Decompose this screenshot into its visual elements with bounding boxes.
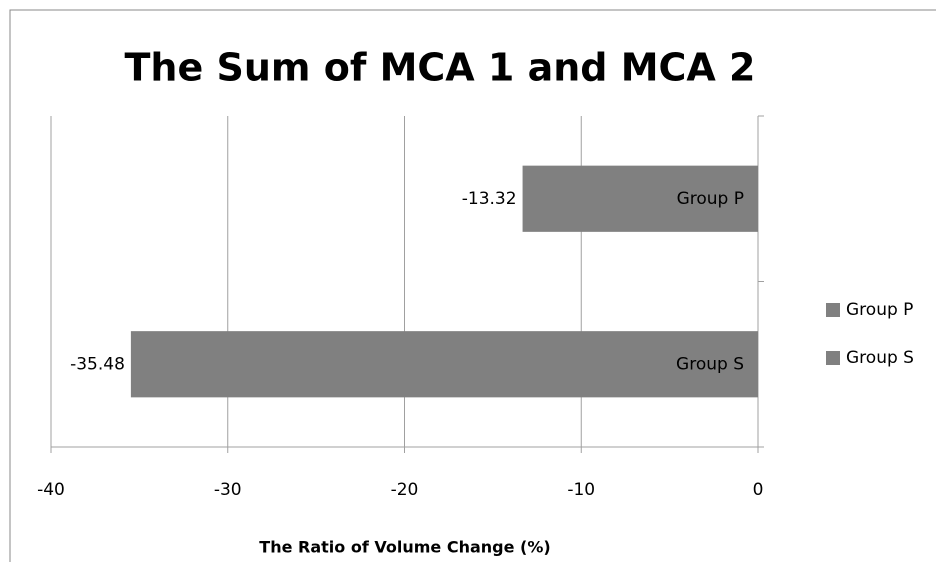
bar-series-label: Group S bbox=[676, 354, 744, 374]
value-label: -35.48 bbox=[70, 354, 125, 374]
bar-series-label: Group P bbox=[677, 189, 744, 209]
bar bbox=[130, 331, 759, 398]
x-tick-label: -10 bbox=[567, 480, 595, 500]
x-tick-label: -20 bbox=[391, 480, 419, 500]
x-axis-label: The Ratio of Volume Change (%) bbox=[259, 538, 550, 557]
legend-swatch bbox=[826, 351, 840, 365]
legend-label: Group P bbox=[846, 300, 913, 320]
chart-frame bbox=[9, 9, 936, 562]
chart-title: The Sum of MCA 1 and MCA 2 bbox=[124, 46, 755, 90]
x-tick-label: 0 bbox=[753, 480, 764, 500]
value-label: -13.32 bbox=[462, 189, 517, 209]
legend-label: Group S bbox=[846, 348, 914, 368]
x-tick-label: -30 bbox=[214, 480, 242, 500]
bar bbox=[522, 165, 758, 232]
x-tick-label: -40 bbox=[37, 480, 65, 500]
legend-swatch bbox=[826, 303, 840, 317]
